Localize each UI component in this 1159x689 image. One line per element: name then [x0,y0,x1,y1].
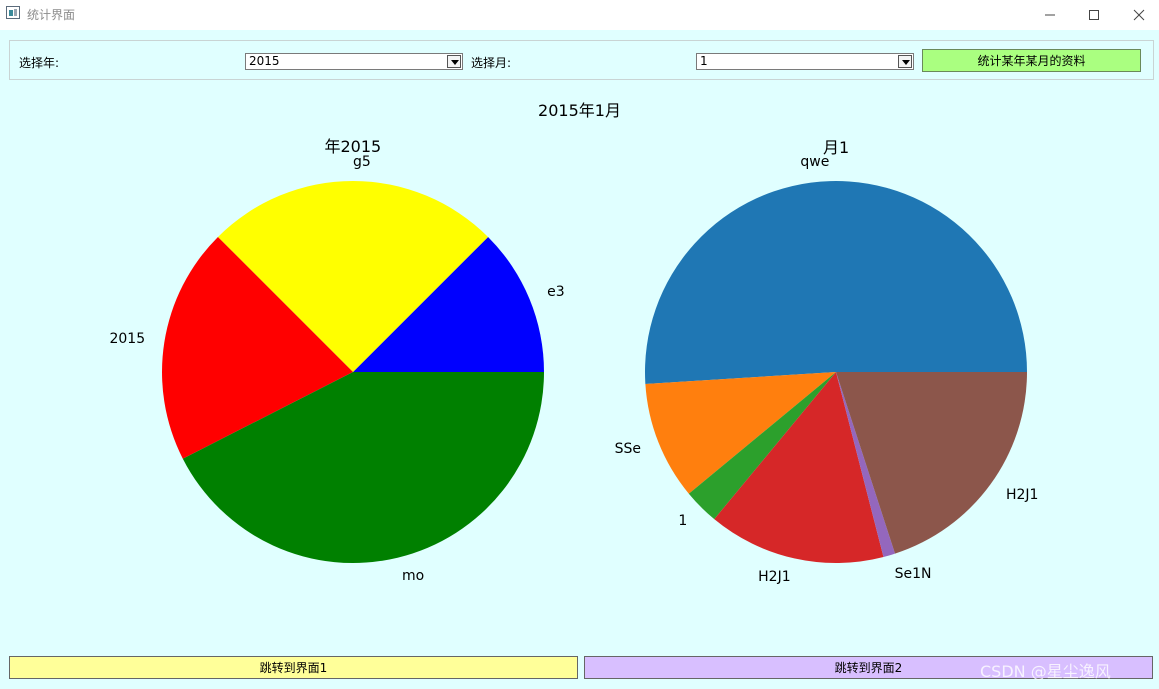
slice-label: H2J1 [1005,487,1039,504]
watermark: CSDN @星尘逸风 [980,662,1111,681]
minimize-button[interactable] [1027,0,1073,30]
window-title: 统计界面 [27,8,76,22]
pie-slice [836,372,896,557]
chevron-down-icon[interactable] [898,55,912,68]
maximize-icon [1089,10,1099,20]
app-icon [6,6,20,19]
chart-title-month: 月1 [823,138,850,157]
slice-label: mo [402,568,425,585]
filter-bar [9,40,1154,80]
pie-slice [182,372,544,564]
stat-button[interactable]: 统计某年某月的资料 [922,49,1141,72]
close-icon [1133,9,1145,21]
year-select[interactable]: 2015 [245,53,463,70]
slice-label: e3 [547,283,565,300]
pie-slice [688,372,836,520]
slice-label: 1 [678,512,688,529]
slice-label: Se1N [894,565,932,582]
pie-slice [217,181,489,372]
year-label: 选择年: [19,56,60,70]
year-select-value: 2015 [249,54,280,68]
close-button[interactable] [1116,0,1159,30]
goto-page2-button[interactable]: 跳转到界面2 [584,656,1153,679]
slice-label: qwe [800,154,830,170]
month-select[interactable]: 1 [696,53,914,70]
month-label: 选择月: [471,56,512,70]
pie-slice [645,181,1027,384]
slice-label: g5 [353,153,371,170]
goto-page1-button[interactable]: 跳转到界面1 [9,656,578,679]
slice-label: SSe [614,441,642,458]
pie-slice [645,372,836,494]
pie-slice [161,236,353,459]
maximize-button[interactable] [1071,0,1117,30]
minimize-icon [1045,14,1055,16]
slice-label: 2015 [109,331,146,348]
title-bar: 统计界面 [0,0,1159,30]
figure-title: 2015年1月 [538,101,621,120]
pie-slice [714,372,884,563]
pie-slice [353,236,544,372]
pie-slice [836,372,1027,554]
slice-label: H2J1 [758,569,791,586]
chevron-down-icon[interactable] [447,55,461,68]
month-select-value: 1 [700,54,708,68]
chart-title-year: 年2015 [324,137,382,156]
